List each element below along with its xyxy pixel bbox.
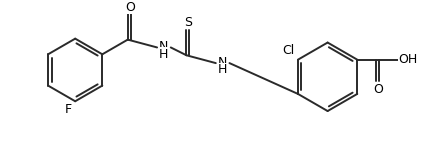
Text: Cl: Cl <box>282 44 294 57</box>
Text: H: H <box>159 48 169 61</box>
Text: O: O <box>125 1 135 14</box>
Text: O: O <box>373 82 383 96</box>
Text: S: S <box>184 15 192 28</box>
Text: N: N <box>159 40 169 53</box>
Text: OH: OH <box>399 53 418 66</box>
Text: H: H <box>218 64 227 76</box>
Text: F: F <box>65 103 72 116</box>
Text: N: N <box>218 56 227 69</box>
